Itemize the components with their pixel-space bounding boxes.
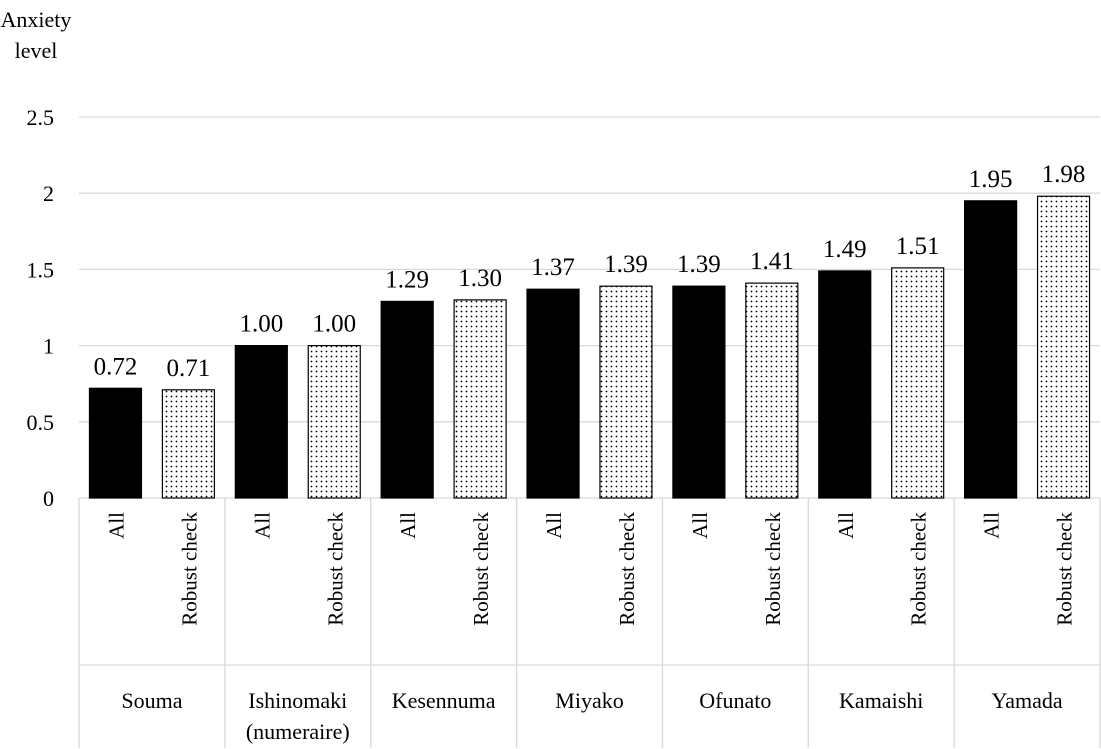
y-axis-title: Anxiety [1, 7, 72, 32]
x-group-label: Miyako [555, 688, 623, 713]
bar-robust-check [891, 267, 945, 499]
x-category-label: Robust check [323, 512, 347, 626]
x-category-label: Robust check [177, 512, 201, 626]
data-label: 1.51 [896, 233, 940, 260]
x-category-label: All [834, 512, 858, 539]
x-category-label: All [980, 512, 1004, 539]
y-tick-label: 2.5 [27, 105, 55, 130]
bar-all [88, 387, 143, 499]
x-group-label: Ofunato [699, 688, 771, 713]
bar-all [526, 288, 580, 499]
data-label: 1.29 [385, 266, 429, 293]
bar-robust-check [161, 389, 215, 499]
data-label: 1.00 [239, 311, 283, 338]
data-label: 0.71 [167, 355, 211, 382]
data-label: 1.30 [458, 265, 502, 292]
x-group-label: Kamaishi [839, 688, 923, 713]
x-category-label: Robust check [469, 512, 493, 626]
x-category-label: All [688, 512, 712, 539]
data-label: 1.49 [823, 236, 867, 263]
x-group-label: Yamada [992, 688, 1063, 713]
x-group-label: Ishinomaki [248, 688, 347, 713]
data-label: 1.37 [531, 254, 575, 281]
bar-robust-check [453, 299, 507, 499]
bar-all [234, 345, 288, 499]
y-tick-label: 1.5 [27, 257, 55, 282]
x-group-label: Souma [121, 688, 182, 713]
data-label: 0.72 [94, 353, 138, 380]
x-category-label: Robust check [1053, 512, 1077, 626]
x-category-label: Robust check [907, 512, 931, 626]
data-label: 1.41 [750, 248, 794, 275]
bar-robust-check [599, 285, 653, 499]
x-group-label: (numeraire) [246, 719, 350, 744]
bar-all [672, 285, 726, 499]
data-label: 1.00 [312, 311, 356, 338]
bar-robust-check [307, 345, 361, 499]
gridlines [79, 116, 1100, 423]
bar-all [818, 270, 872, 499]
bar-all [964, 200, 1018, 499]
x-group-label: Kesennuma [392, 688, 496, 713]
x-category-label: Robust check [761, 512, 785, 626]
y-tick-label: 0.5 [27, 410, 55, 435]
labels: Anxiety level 0 0.5 1 1.5 2 2.5 0.72 All 0.71 Robus… [1, 7, 1086, 744]
y-tick-label: 0 [43, 486, 54, 511]
data-label: 1.39 [604, 251, 648, 278]
y-axis-title: level [15, 38, 58, 63]
x-category-label: All [104, 512, 128, 539]
y-tick-label: 1 [43, 334, 54, 359]
y-tick-label: 2 [43, 181, 54, 206]
x-category-label: All [542, 512, 566, 539]
x-category-label: All [250, 512, 274, 539]
x-category-label: All [396, 512, 420, 539]
data-label: 1.98 [1042, 161, 1086, 188]
data-label: 1.39 [677, 251, 721, 278]
bar-robust-check [745, 282, 799, 499]
bar-robust-check [1036, 195, 1091, 499]
bar-all [380, 300, 434, 499]
x-category-label: Robust check [615, 512, 639, 626]
bars [88, 195, 1091, 499]
data-label: 1.95 [969, 166, 1013, 193]
